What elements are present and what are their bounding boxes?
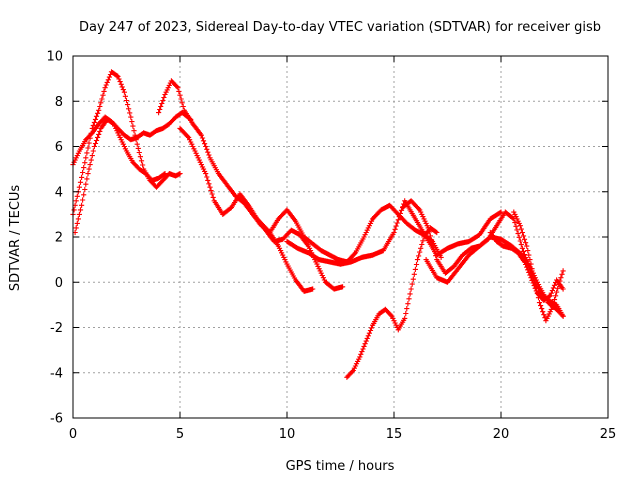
x-tick-label-4: 20: [493, 427, 510, 442]
series-track-10: [423, 234, 566, 319]
series-track-6: [250, 202, 444, 265]
data-points: [70, 69, 566, 380]
axis-ticks: [72, 55, 609, 419]
series-track-3: [72, 116, 168, 236]
point-markers-track-9: [400, 198, 566, 319]
y-tick-label-4: 2: [55, 231, 63, 246]
point-markers-track-5: [177, 125, 346, 292]
x-axis-label: GPS time / hours: [286, 459, 395, 474]
series-track-8: [344, 225, 440, 380]
chart-title: Day 247 of 2023, Sidereal Day-to-day VTE…: [79, 20, 601, 35]
y-tick-labels: -6 -4 -2 0 2 4 6 8 10: [46, 50, 63, 427]
y-tick-label-3: 0: [55, 276, 63, 291]
x-tick-labels: 0 5 10 15 20 25: [69, 427, 616, 442]
x-tick-label-0: 0: [69, 427, 77, 442]
point-markers-track-10: [423, 234, 566, 319]
y-tick-label-8: 10: [46, 50, 63, 65]
point-markers-track-12: [511, 209, 566, 324]
y-tick-label-6: 6: [55, 140, 63, 155]
series-track-11: [487, 229, 566, 303]
y-tick-label-5: 4: [55, 185, 63, 200]
y-axis-label: SDTVAR / TECUs: [8, 185, 23, 292]
x-tick-label-1: 5: [176, 427, 184, 442]
series-track-5: [177, 125, 346, 292]
x-tick-label-3: 15: [386, 427, 403, 442]
point-markers-track-6: [250, 202, 444, 265]
point-markers-track-3: [72, 116, 168, 236]
point-markers-track-8: [344, 225, 440, 380]
series-track-12: [511, 209, 566, 324]
y-tick-label-0: -6: [50, 412, 63, 427]
y-tick-label-2: -2: [50, 321, 63, 336]
grid: [73, 56, 608, 418]
x-tick-label-2: 10: [279, 427, 296, 442]
y-tick-label-7: 8: [55, 95, 63, 110]
point-markers-track-11: [487, 229, 566, 303]
x-tick-label-5: 25: [600, 427, 617, 442]
y-tick-label-1: -4: [50, 366, 63, 381]
series-track-9: [400, 198, 566, 319]
